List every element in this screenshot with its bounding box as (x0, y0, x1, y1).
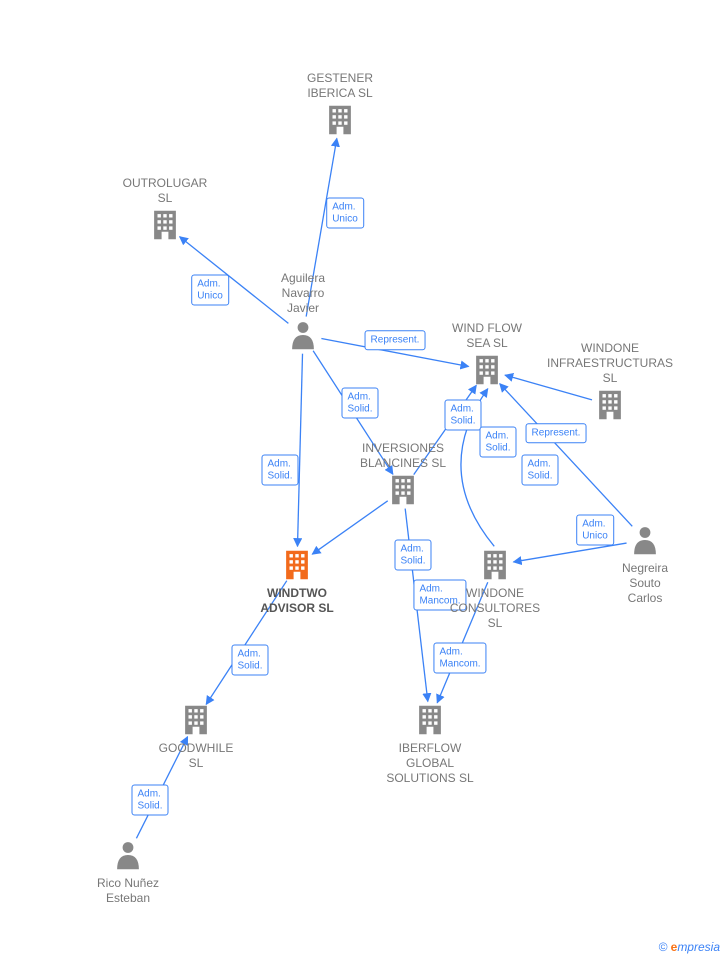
node-label[interactable]: IBERFLOW GLOBAL SOLUTIONS SL (365, 741, 495, 786)
building-icon[interactable] (419, 706, 441, 735)
edge-inversiones-iberflow (405, 509, 428, 702)
person-icon[interactable] (634, 527, 656, 554)
building-icon[interactable] (185, 706, 207, 735)
network-canvas (0, 0, 728, 960)
edge-inversiones-windtwo (312, 501, 387, 554)
building-icon[interactable] (154, 211, 176, 240)
node-label[interactable]: Negreira Souto Carlos (580, 561, 710, 606)
node-windone_con[interactable]: WINDONE CONSULTORES SL (430, 584, 560, 631)
node-label[interactable]: Rico Nuñez Esteban (63, 876, 193, 906)
node-label[interactable]: WINDONE CONSULTORES SL (430, 586, 560, 631)
building-icon[interactable] (599, 391, 621, 420)
node-outrolugar[interactable]: OUTROLUGAR SL (100, 176, 230, 208)
node-label[interactable]: Aguilera Navarro Javier (238, 271, 368, 316)
person-icon[interactable] (117, 842, 139, 869)
node-label[interactable]: OUTROLUGAR SL (100, 176, 230, 206)
person-icon[interactable] (292, 322, 314, 349)
node-gestener[interactable]: GESTENER IBERICA SL (275, 71, 405, 103)
node-negreira[interactable]: Negreira Souto Carlos (580, 559, 710, 606)
node-windtwo[interactable]: WINDTWO ADVISOR SL (232, 584, 362, 616)
node-label[interactable]: INVERSIONES BLANCINES SL (338, 441, 468, 471)
node-aguilera[interactable]: Aguilera Navarro Javier (238, 271, 368, 318)
footer: © empresia (658, 940, 720, 954)
node-rico[interactable]: Rico Nuñez Esteban (63, 874, 193, 906)
node-windflow[interactable]: WIND FLOW SEA SL (422, 321, 552, 353)
node-label[interactable]: WINDONE INFRAESTRUCTURAS SL (545, 341, 675, 386)
node-label[interactable]: GESTENER IBERICA SL (275, 71, 405, 101)
node-goodwhile[interactable]: GOODWHILE SL (131, 739, 261, 771)
edge-negreira-windone_con (513, 543, 626, 562)
building-icon[interactable] (286, 551, 308, 580)
building-icon[interactable] (484, 551, 506, 580)
node-inversiones[interactable]: INVERSIONES BLANCINES SL (338, 441, 468, 473)
node-windone_inf[interactable]: WINDONE INFRAESTRUCTURAS SL (545, 341, 675, 388)
edge-aguilera-windtwo (297, 354, 302, 547)
node-iberflow[interactable]: IBERFLOW GLOBAL SOLUTIONS SL (365, 739, 495, 786)
copyright-symbol: © (658, 940, 667, 954)
node-label[interactable]: WIND FLOW SEA SL (422, 321, 552, 351)
node-label[interactable]: WINDTWO ADVISOR SL (232, 586, 362, 616)
building-icon[interactable] (392, 476, 414, 505)
brand-rest: mpresia (677, 940, 720, 954)
node-label[interactable]: GOODWHILE SL (131, 741, 261, 771)
building-icon[interactable] (329, 106, 351, 135)
building-icon[interactable] (476, 356, 498, 385)
